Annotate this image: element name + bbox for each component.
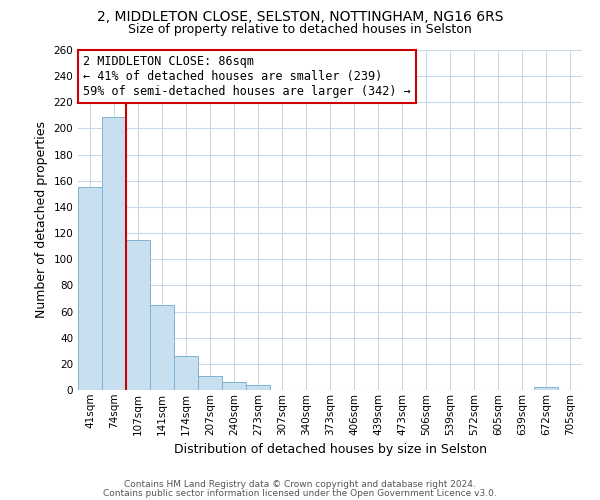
- Text: 2, MIDDLETON CLOSE, SELSTON, NOTTINGHAM, NG16 6RS: 2, MIDDLETON CLOSE, SELSTON, NOTTINGHAM,…: [97, 10, 503, 24]
- Bar: [534, 388, 558, 390]
- Text: Contains HM Land Registry data © Crown copyright and database right 2024.: Contains HM Land Registry data © Crown c…: [124, 480, 476, 489]
- X-axis label: Distribution of detached houses by size in Selston: Distribution of detached houses by size …: [173, 443, 487, 456]
- Bar: [174, 356, 198, 390]
- Text: Contains public sector information licensed under the Open Government Licence v3: Contains public sector information licen…: [103, 488, 497, 498]
- Bar: [222, 382, 246, 390]
- Bar: [102, 116, 126, 390]
- Text: 2 MIDDLETON CLOSE: 86sqm
← 41% of detached houses are smaller (239)
59% of semi-: 2 MIDDLETON CLOSE: 86sqm ← 41% of detach…: [83, 55, 411, 98]
- Text: Size of property relative to detached houses in Selston: Size of property relative to detached ho…: [128, 22, 472, 36]
- Bar: [198, 376, 222, 390]
- Bar: [150, 305, 174, 390]
- Bar: [78, 188, 102, 390]
- Y-axis label: Number of detached properties: Number of detached properties: [35, 122, 48, 318]
- Bar: [246, 385, 270, 390]
- Bar: [126, 240, 150, 390]
